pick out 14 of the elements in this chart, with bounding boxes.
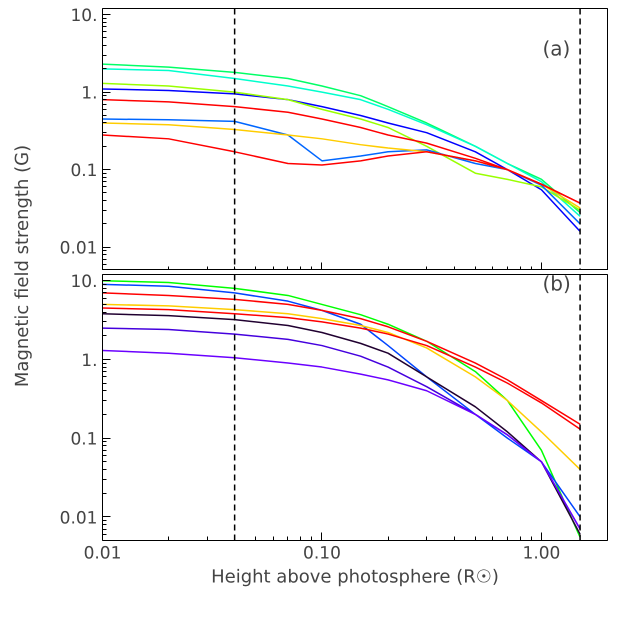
x-tick-label: 1.00 — [522, 544, 560, 564]
y-tick-label: 0.01 — [60, 238, 98, 259]
y-tick-label: 10. — [70, 272, 98, 292]
y-tick-label: 0.1 — [70, 430, 98, 450]
y-tick-label: 10. — [70, 6, 98, 26]
y-tick-label: 1. — [81, 350, 98, 371]
y-axis-title: Magnetic field strength (G) — [12, 144, 33, 388]
annotation: (a) — [542, 36, 570, 60]
x-tick-label: 0.10 — [303, 544, 341, 564]
y-tick-label: 0.1 — [70, 161, 98, 182]
y-tick-label: 0.01 — [60, 508, 98, 528]
x-axis-title: Height above photosphere (R☉) — [211, 566, 499, 588]
y-tick-label: 1. — [81, 84, 98, 104]
annotation: (b) — [542, 272, 571, 296]
